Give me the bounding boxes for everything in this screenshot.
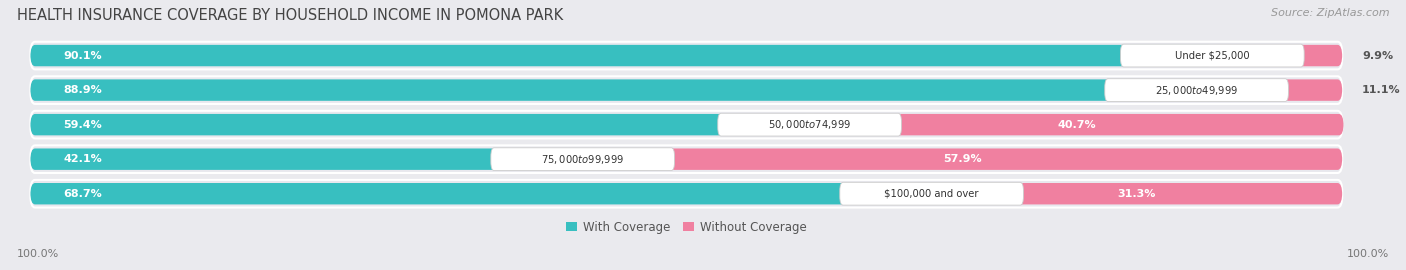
FancyBboxPatch shape [1197, 79, 1343, 101]
FancyBboxPatch shape [31, 111, 1343, 139]
Text: 100.0%: 100.0% [17, 249, 59, 259]
Text: Source: ZipAtlas.com: Source: ZipAtlas.com [1271, 8, 1389, 18]
Text: Under $25,000: Under $25,000 [1175, 50, 1250, 60]
Text: HEALTH INSURANCE COVERAGE BY HOUSEHOLD INCOME IN POMONA PARK: HEALTH INSURANCE COVERAGE BY HOUSEHOLD I… [17, 8, 564, 23]
FancyBboxPatch shape [1105, 79, 1288, 102]
FancyBboxPatch shape [31, 145, 1343, 173]
FancyBboxPatch shape [31, 79, 1197, 101]
FancyBboxPatch shape [31, 76, 1343, 104]
FancyBboxPatch shape [31, 183, 932, 204]
Text: 31.3%: 31.3% [1118, 189, 1156, 199]
Text: 59.4%: 59.4% [63, 120, 103, 130]
Text: 11.1%: 11.1% [1362, 85, 1400, 95]
FancyBboxPatch shape [839, 182, 1024, 205]
FancyBboxPatch shape [718, 113, 901, 136]
Text: 40.7%: 40.7% [1057, 120, 1095, 130]
Text: 90.1%: 90.1% [63, 50, 101, 60]
Text: 57.9%: 57.9% [943, 154, 981, 164]
FancyBboxPatch shape [31, 42, 1343, 69]
Text: 42.1%: 42.1% [63, 154, 103, 164]
Text: 88.9%: 88.9% [63, 85, 103, 95]
Text: 68.7%: 68.7% [63, 189, 103, 199]
FancyBboxPatch shape [31, 148, 582, 170]
Text: $100,000 and over: $100,000 and over [884, 189, 979, 199]
FancyBboxPatch shape [932, 183, 1343, 204]
FancyBboxPatch shape [1212, 45, 1343, 66]
FancyBboxPatch shape [31, 180, 1343, 208]
Legend: With Coverage, Without Coverage: With Coverage, Without Coverage [561, 216, 811, 238]
FancyBboxPatch shape [31, 45, 1212, 66]
Text: $25,000 to $49,999: $25,000 to $49,999 [1154, 84, 1239, 97]
Text: $50,000 to $74,999: $50,000 to $74,999 [768, 118, 851, 131]
Text: $75,000 to $99,999: $75,000 to $99,999 [541, 153, 624, 166]
FancyBboxPatch shape [582, 148, 1343, 170]
FancyBboxPatch shape [491, 148, 675, 171]
FancyBboxPatch shape [1121, 44, 1305, 67]
Text: 9.9%: 9.9% [1362, 50, 1393, 60]
FancyBboxPatch shape [31, 114, 810, 135]
Text: 100.0%: 100.0% [1347, 249, 1389, 259]
FancyBboxPatch shape [810, 114, 1344, 135]
